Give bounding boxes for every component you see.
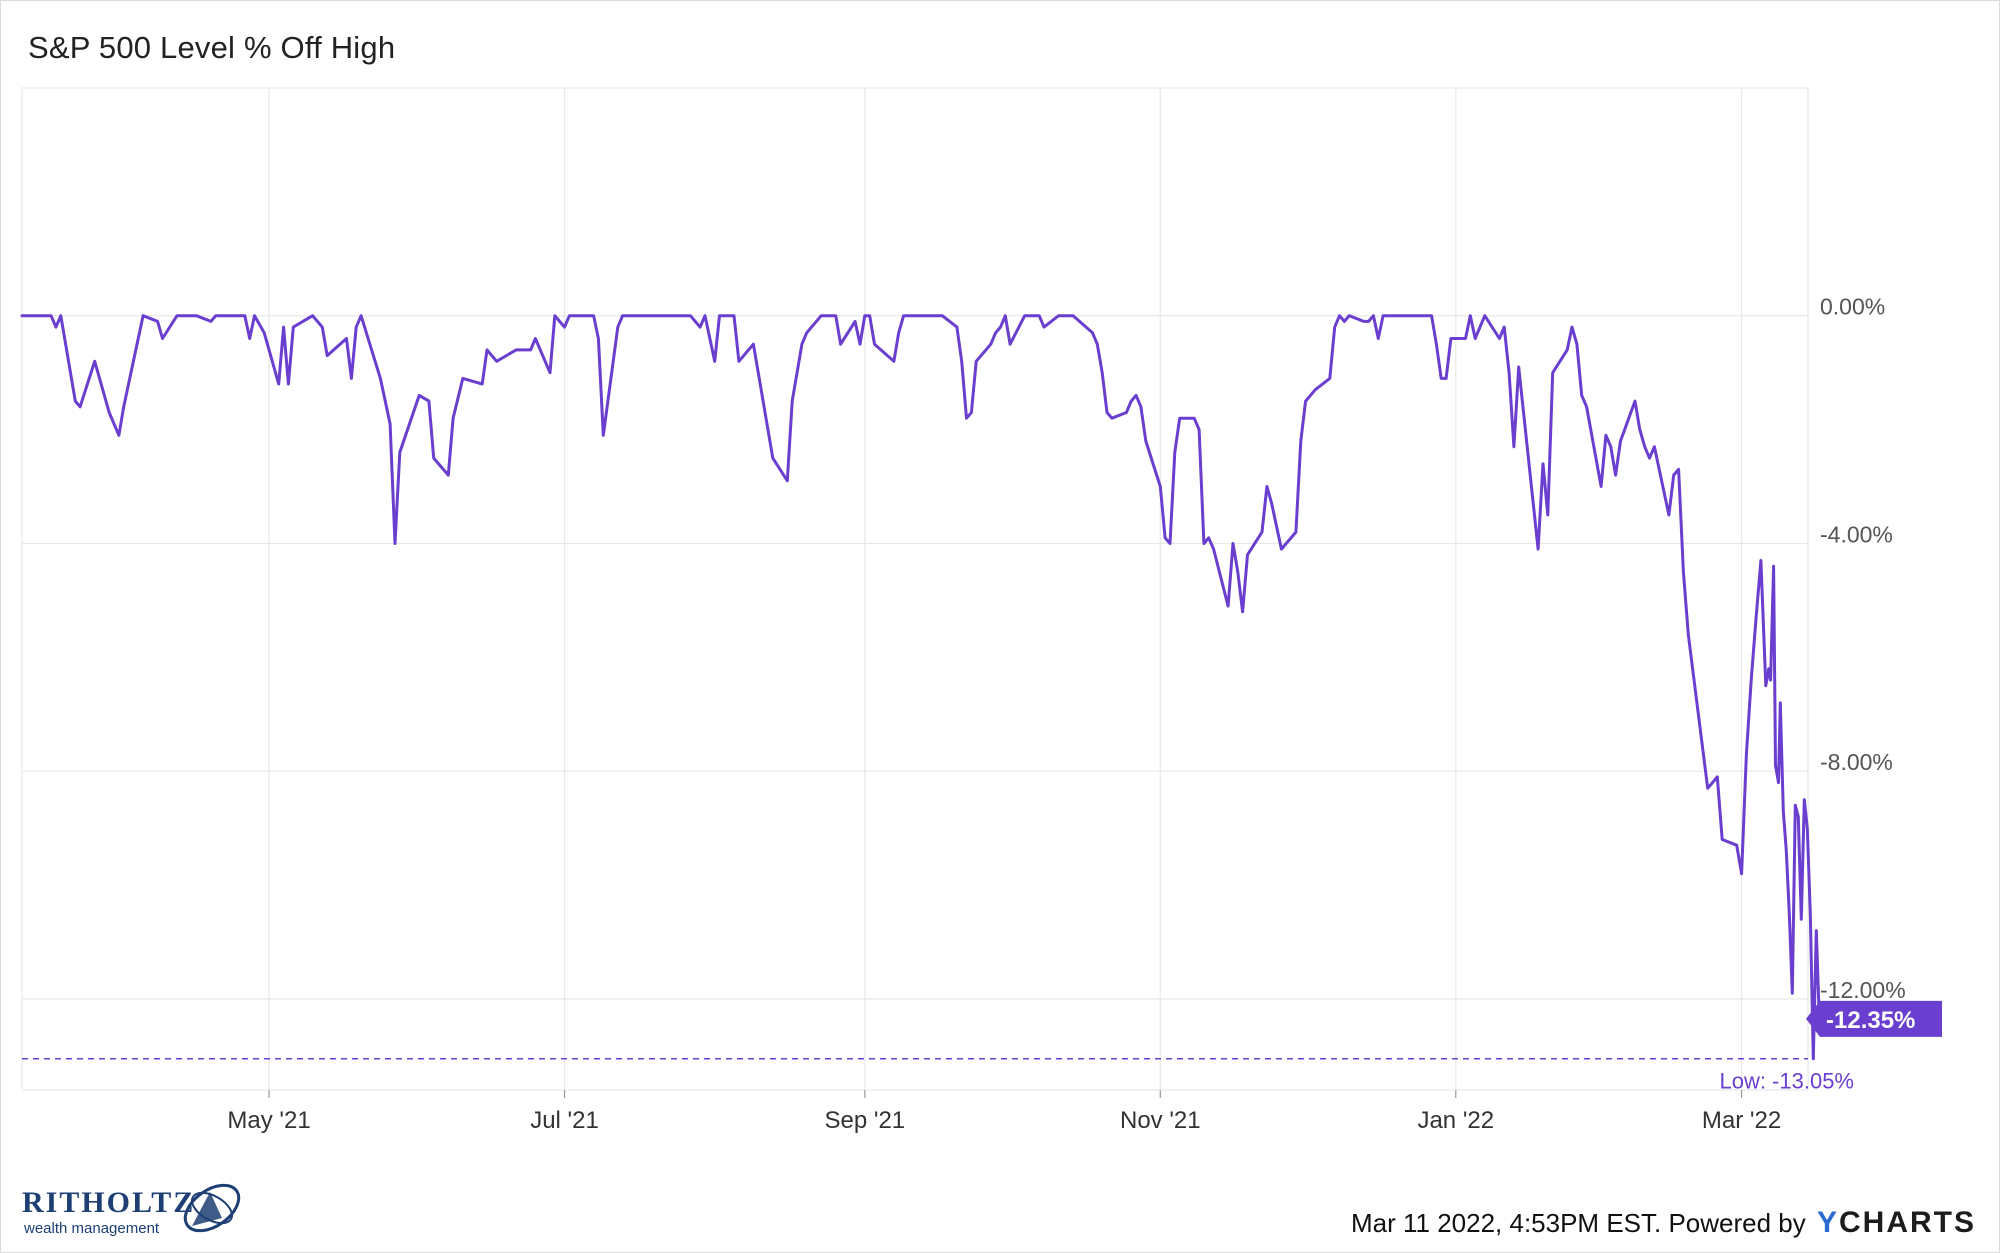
- x-axis-ticks: May '21 Jul '21 Sep '21 Nov '21 Jan '22 Mar '…: [227, 1090, 1781, 1134]
- y-tick-label: -12.00%: [1820, 977, 1906, 1003]
- x-tick-label: Nov '21: [1120, 1107, 1201, 1134]
- plot-area: [21, 87, 1809, 1091]
- ritholtz-logo: RITHOLTZ wealth management: [22, 1178, 262, 1238]
- last-value-badge-shape: [1806, 1000, 1942, 1037]
- low-value-label: Low: -13.05%: [1719, 1069, 1854, 1094]
- ritholtz-emblem-icon: [183, 1183, 241, 1233]
- ycharts-logo[interactable]: YCHARTS: [1817, 1206, 1976, 1239]
- grid-lines: [21, 87, 1809, 1091]
- last-value-badge-text: -12.35%: [1826, 1007, 1915, 1034]
- last-value-badge: -12.35%: [1806, 1000, 1942, 1037]
- x-tick-label: Jan '22: [1417, 1107, 1494, 1134]
- ritholtz-logo-subtitle: wealth management: [24, 1220, 160, 1237]
- x-tick-label: May '21: [227, 1107, 310, 1134]
- footer-attribution: Mar 11 2022, 4:53PM EST. Powered by YCHA…: [1351, 1206, 1976, 1240]
- x-tick-label: Jul '21: [530, 1107, 599, 1134]
- y-tick-label: -8.00%: [1820, 749, 1893, 775]
- footer-timestamp: Mar 11 2022, 4:53PM EST. Powered by: [1350, 1208, 1806, 1238]
- ycharts-logo-y: Y: [1816, 1206, 1839, 1239]
- ritholtz-logo-name: RITHOLTZ: [22, 1186, 196, 1219]
- x-tick-label: Mar '22: [1702, 1107, 1781, 1134]
- ycharts-logo-text: CHARTS: [1839, 1206, 1976, 1239]
- y-tick-label: -4.00%: [1820, 521, 1893, 547]
- y-axis-ticks: 0.00% -4.00% -8.00% -12.00%: [1820, 294, 1906, 1003]
- series-line-sp500-off-high: [20, 314, 1821, 1061]
- y-tick-label: 0.00%: [1820, 294, 1885, 320]
- x-tick-label: Sep '21: [824, 1107, 905, 1134]
- chart-title: S&P 500 Level % Off High: [28, 30, 396, 65]
